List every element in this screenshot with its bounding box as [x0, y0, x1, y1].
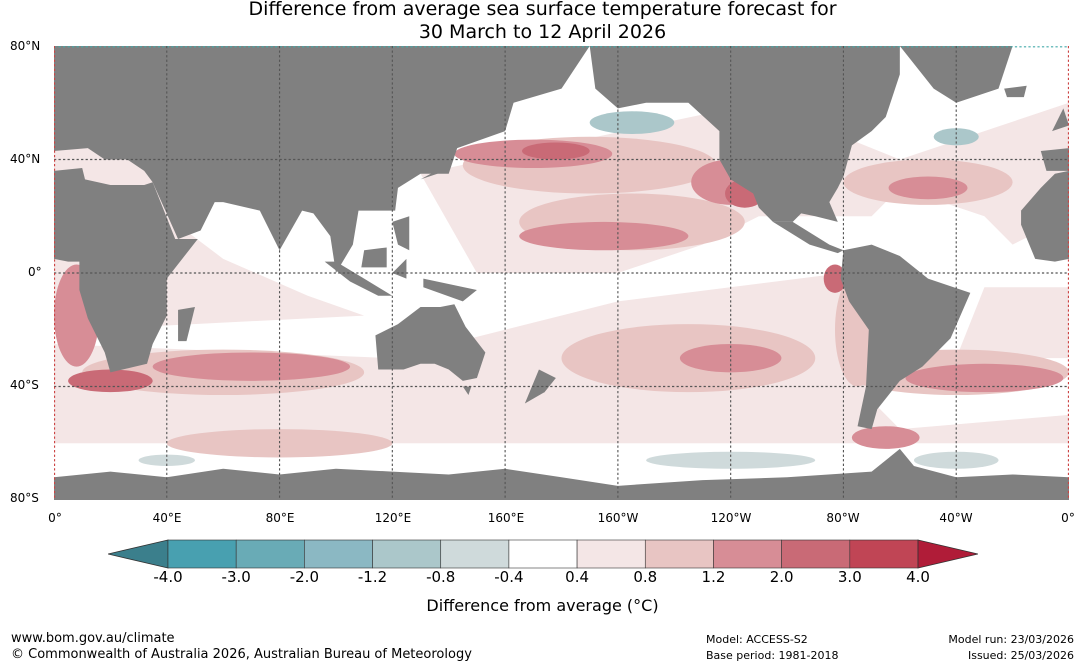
colorbar-tick-label: -3.0 — [221, 568, 251, 586]
anomaly-fields — [54, 74, 1069, 469]
lat-label-80n: 80°N — [10, 39, 41, 53]
lon-label: 120°W — [710, 511, 752, 525]
south-america — [840, 244, 971, 430]
footer-issued: Issued: 25/03/2026 — [967, 649, 1074, 662]
footer-base-period: Base period: 1981-2018 — [706, 649, 839, 662]
map-title-line1: Difference from average sea surface temp… — [248, 0, 837, 20]
lat-label-40n: 40°N — [10, 152, 41, 166]
colorbar-segment — [644, 539, 714, 569]
lon-label: 0° — [1061, 511, 1075, 525]
colorbar-segment — [235, 539, 305, 569]
colorbar-segment — [713, 539, 782, 569]
colorbar-tick-label: -4.0 — [153, 568, 183, 586]
great-britain — [1052, 108, 1069, 132]
west-africa — [1021, 170, 1069, 262]
footer-model-run: Model run: 23/03/2026 — [948, 633, 1074, 646]
indonesia — [324, 247, 477, 302]
colorbar-tick-label: 2.0 — [769, 568, 794, 586]
north-america — [589, 46, 900, 222]
colorbar-tick-label: -1.2 — [357, 568, 388, 586]
philippines — [392, 216, 410, 251]
colorbar-tick-label: 1.2 — [701, 568, 726, 586]
iberia — [1040, 148, 1069, 171]
lon-label: 80°E — [265, 511, 295, 525]
colorbar-label: Difference from average (°C) — [426, 596, 659, 615]
lon-label: 120°E — [374, 511, 412, 525]
lat-label-40s: 40°S — [10, 378, 39, 392]
lat-label-0: 0° — [28, 265, 42, 279]
new-zealand — [524, 369, 556, 404]
colorbar-tick-label: -0.8 — [426, 568, 456, 586]
lon-label: 80°W — [826, 511, 860, 525]
colorbar-segment — [167, 539, 237, 569]
central-america — [772, 221, 844, 254]
graticule — [54, 46, 1069, 500]
colorbar-segment — [781, 539, 851, 569]
colorbar-tick-label: 3.0 — [837, 568, 862, 586]
colorbar-segment — [576, 539, 646, 569]
africa — [54, 168, 198, 373]
footer-url[interactable]: www.bom.gov.au/climate — [11, 631, 175, 646]
colorbar-segment — [508, 539, 578, 569]
colorbar-segment — [304, 539, 373, 569]
colorbar-extend-high — [917, 539, 978, 569]
colorbar-tick-label: 0.4 — [565, 568, 590, 586]
colorbar-tick-label: -0.4 — [494, 568, 524, 586]
colorbar-extend-low — [108, 539, 169, 569]
colorbar-tick-label: 4.0 — [906, 568, 930, 586]
colorbar-tick-label: -2.0 — [289, 568, 319, 586]
colorbar-segment — [372, 539, 442, 569]
colorbar-segment — [440, 539, 510, 569]
lat-label-80s: 80°S — [10, 491, 39, 505]
lon-label: 0° — [48, 511, 62, 525]
lon-label: 40°W — [939, 511, 973, 525]
lon-label: 40°E — [152, 511, 182, 525]
iceland — [1004, 85, 1027, 98]
colorbar-tick-label: 0.8 — [633, 568, 658, 586]
madagascar — [178, 307, 195, 342]
sst-anomaly-map — [54, 46, 1069, 500]
colorbar-segment — [849, 539, 919, 569]
map-title-line2: 30 March to 12 April 2026 — [418, 21, 667, 43]
lon-label: 160°E — [487, 511, 525, 525]
lon-label: 160°W — [597, 511, 639, 525]
footer-copyright: © Commonwealth of Australia 2026, Austra… — [11, 647, 472, 662]
footer-model: Model: ACCESS-S2 — [706, 633, 808, 646]
colorbar — [108, 539, 978, 569]
japan — [420, 148, 455, 180]
antarctica — [54, 448, 1069, 500]
australia — [375, 304, 486, 381]
